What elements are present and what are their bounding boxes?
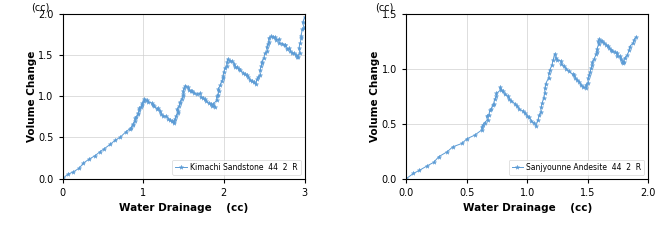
Kimachi Sandstone  44  2  R bbox=[250, 81, 258, 84]
Sanjyounne Andesite  44  2  R bbox=[542, 82, 549, 85]
Kimachi Sandstone  44  2  R bbox=[265, 36, 273, 39]
Kimachi Sandstone  44  2  R bbox=[59, 177, 66, 180]
Sanjyounne Andesite  44  2  R bbox=[619, 61, 626, 64]
Kimachi Sandstone  44  2  R bbox=[301, 16, 309, 19]
Legend: Sanjyounne Andesite  44  2  R: Sanjyounne Andesite 44 2 R bbox=[509, 160, 644, 175]
Sanjyounne Andesite  44  2  R bbox=[632, 35, 640, 38]
Y-axis label: Volume Change: Volume Change bbox=[27, 50, 37, 142]
Sanjyounne Andesite  44  2  R bbox=[626, 45, 634, 48]
X-axis label: Water Drainage    (cc): Water Drainage (cc) bbox=[119, 203, 248, 213]
Line: Kimachi Sandstone  44  2  R: Kimachi Sandstone 44 2 R bbox=[61, 15, 307, 181]
Text: (cc): (cc) bbox=[31, 2, 49, 12]
Sanjyounne Andesite  44  2  R bbox=[587, 67, 595, 70]
Y-axis label: Volume Change: Volume Change bbox=[370, 50, 380, 142]
Kimachi Sandstone  44  2  R bbox=[170, 120, 178, 123]
Legend: Kimachi Sandstone  44  2  R: Kimachi Sandstone 44 2 R bbox=[172, 160, 301, 175]
Sanjyounne Andesite  44  2  R bbox=[546, 68, 554, 71]
Kimachi Sandstone  44  2  R bbox=[264, 42, 272, 45]
Kimachi Sandstone  44  2  R bbox=[111, 139, 119, 142]
Sanjyounne Andesite  44  2  R bbox=[402, 177, 410, 180]
Text: (cc): (cc) bbox=[374, 2, 393, 12]
Kimachi Sandstone  44  2  R bbox=[134, 111, 142, 114]
X-axis label: Water Drainage    (cc): Water Drainage (cc) bbox=[463, 203, 592, 213]
Sanjyounne Andesite  44  2  R bbox=[511, 103, 519, 106]
Line: Sanjyounne Andesite  44  2  R: Sanjyounne Andesite 44 2 R bbox=[404, 34, 638, 181]
